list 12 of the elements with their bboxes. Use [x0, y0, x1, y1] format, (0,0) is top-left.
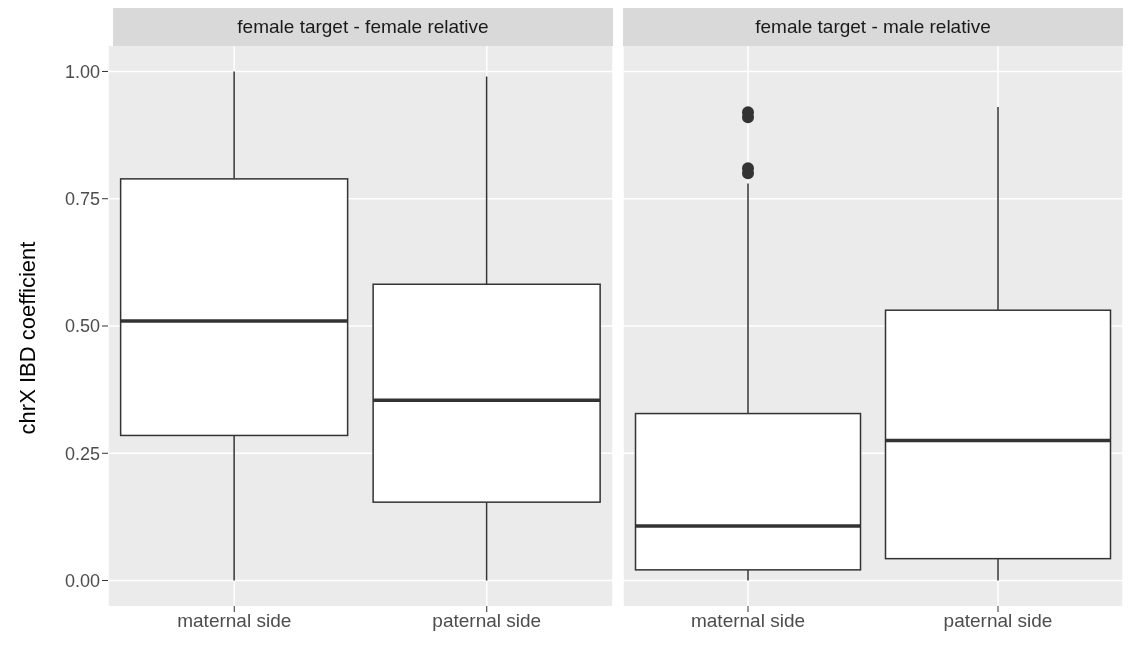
x-tick-label: maternal side — [690, 610, 806, 632]
chart-title: female target - male relative — [623, 8, 1123, 46]
x-tick-label: paternal side — [432, 610, 542, 632]
x-tick-label: paternal side — [943, 610, 1053, 632]
x-tick-label: maternal side — [177, 610, 292, 632]
y-tick-label: 1.00 — [64, 61, 100, 82]
y-tick-label: 0.75 — [64, 189, 100, 210]
y-axis-title: chrX IBD coefficient — [15, 241, 41, 435]
y-tick-label: 0.50 — [64, 316, 100, 337]
y-tick-label: 0.25 — [64, 443, 100, 464]
chart-title: female target - female relative — [113, 8, 613, 46]
y-tick-label: 0.00 — [64, 570, 100, 591]
